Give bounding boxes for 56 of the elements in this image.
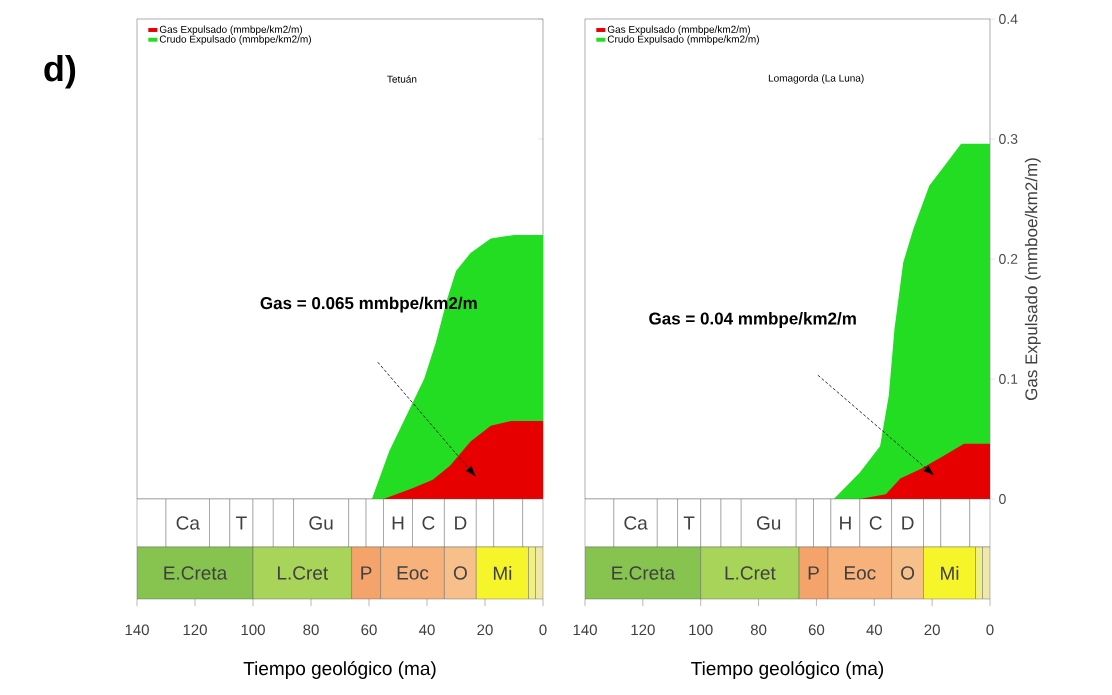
x-tick-label: 100 xyxy=(241,624,265,636)
legend-label: Crudo Expulsado (mmbpe/km2/m) xyxy=(607,35,759,45)
text: Lomagorda (La Luna) xyxy=(768,74,864,84)
x-tick-label: 40 xyxy=(866,624,883,636)
x-tick-label: 60 xyxy=(808,624,825,636)
x-tick-label: 120 xyxy=(631,624,655,636)
text: Tetuán xyxy=(387,75,417,83)
y2-tick-label: 0.1 xyxy=(999,374,1018,384)
y2-tick-label: 0.3 xyxy=(999,134,1018,144)
x-tick-label: 80 xyxy=(303,624,319,636)
legend-label: Crudo Expulsado (mmbpe/km2/m) xyxy=(159,35,311,45)
text: H xyxy=(392,516,404,530)
x-tick-label: 120 xyxy=(183,624,207,636)
text: Eoc xyxy=(397,566,429,580)
text: Mi xyxy=(941,566,959,580)
x-tick-label: 80 xyxy=(750,624,767,636)
x-tick-label: 20 xyxy=(477,624,493,636)
text: E.Creta xyxy=(612,566,676,580)
x-tick-label: 0 xyxy=(539,624,547,636)
text: d) xyxy=(44,55,76,89)
text: P xyxy=(808,566,819,580)
text: D xyxy=(455,516,467,530)
text: Gu xyxy=(756,516,781,530)
x-tick-label: 100 xyxy=(689,624,713,636)
text: C xyxy=(422,516,435,530)
y2-tick-label: 0.2 xyxy=(999,254,1018,264)
text: Ca xyxy=(176,516,200,530)
x-tick-label: 0 xyxy=(986,624,994,636)
text: O xyxy=(901,566,915,580)
x-tick-label: 40 xyxy=(419,624,435,636)
text: P xyxy=(361,566,372,580)
text: T xyxy=(683,516,695,530)
text: E.Creta xyxy=(164,566,228,580)
annotation: Gas = 0.04 mmbpe/km2/m xyxy=(649,312,856,328)
x-tick-label: 20 xyxy=(924,624,940,636)
text: Ca xyxy=(624,516,648,530)
legend-label: Gas Expulsado (mmbpe/km2/m) xyxy=(607,25,751,35)
legend-label: Gas Expulsado (mmbpe/km2/m) xyxy=(159,25,303,35)
text: H xyxy=(840,516,851,530)
x-axis-title: Tiempo geológico (ma) xyxy=(691,661,884,679)
y2-axis-title: Gas Expulsado (mmboe/km2/m) xyxy=(1024,158,1041,400)
x-tick-label: 140 xyxy=(573,624,597,636)
x-tick-label: 60 xyxy=(361,624,377,636)
text: Gu xyxy=(309,516,333,530)
y2-tick-label: 0 xyxy=(999,494,1006,504)
text: L.Cret xyxy=(277,566,329,580)
x-tick-label: 140 xyxy=(125,624,149,636)
x-axis-title: Tiempo geológico (ma) xyxy=(243,661,436,679)
text: T xyxy=(236,516,247,530)
y2-tick-label: 0.4 xyxy=(999,14,1018,24)
text: L.Cret xyxy=(725,566,776,580)
text: D xyxy=(902,516,914,530)
text: Eoc xyxy=(844,566,876,580)
text: Mi xyxy=(493,566,512,580)
text: O xyxy=(453,566,467,580)
text: C xyxy=(869,516,882,530)
